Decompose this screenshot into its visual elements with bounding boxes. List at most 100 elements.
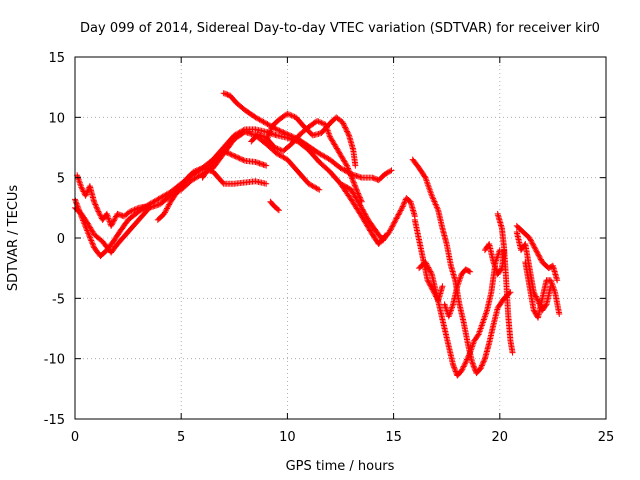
data-point [532,292,539,299]
data-point [162,208,169,215]
data-point [350,179,357,186]
data-point [448,305,455,312]
data-point [109,220,116,227]
data-point [108,222,115,229]
data-point [78,184,85,191]
data-point [79,187,86,194]
data-point [340,121,347,128]
data-point [383,170,390,177]
data-point [223,149,230,156]
data-point [482,310,489,317]
data-point [430,195,437,202]
data-point [362,212,369,219]
data-point [91,198,98,205]
data-point [76,178,83,185]
data-point [353,187,360,194]
series-arc-c [74,172,149,229]
data-point [290,113,297,120]
data-point [386,228,393,235]
data-point [449,302,456,309]
data-point [342,124,349,131]
data-point [400,200,407,207]
data-point [237,155,244,162]
data-point [90,243,97,250]
x-axis-label: GPS time / hours [286,459,395,474]
data-point [225,150,232,157]
data-point [271,144,278,151]
data-point [535,299,542,306]
data-point [466,351,473,358]
series-arc-m [411,216,446,304]
data-point [345,165,352,172]
data-point [482,311,489,318]
data-point [86,233,93,240]
data-point [283,130,290,137]
data-point [196,166,203,173]
data-point [396,210,403,217]
y-tick-label: 5 [57,172,65,187]
plot-frame [74,56,607,420]
data-point [426,267,433,274]
data-point [528,239,535,246]
data-point [465,352,472,359]
data-point [491,262,498,269]
data-point [441,301,448,308]
data-point [96,211,103,218]
y-tick-label: 0 [57,232,65,247]
data-point [450,363,457,370]
series-arc-f [267,198,282,214]
data-point [357,202,364,209]
data-point [110,218,117,225]
data-point [316,119,323,126]
data-point [424,180,431,187]
data-point [530,243,537,250]
data-point [134,205,141,212]
data-point [130,207,137,214]
data-point [474,332,481,339]
series-arc-d [154,165,270,223]
data-point [426,279,432,286]
data-point [277,128,284,135]
data-point [224,149,231,156]
data-point [131,206,138,213]
data-point [266,129,273,136]
data-point [526,235,533,241]
data-point [537,256,544,263]
data-point [533,294,540,301]
data-point [421,173,428,180]
data-point [347,171,354,178]
data-point [360,207,367,214]
data-point [531,244,538,251]
data-point [428,285,435,292]
data-point [466,268,473,275]
data-point [469,359,476,366]
data-point [534,296,541,303]
data-point [227,151,234,158]
data-point [547,283,554,290]
data-point [92,202,99,209]
y-axis-label: SDTVAR / TECUs [6,185,21,292]
data-point [275,146,282,153]
data-point [430,289,437,296]
data-point [347,172,354,179]
data-point [360,209,367,216]
data-point [388,224,395,231]
data-point [75,175,82,182]
data-point [451,364,458,371]
data-point [527,236,534,243]
data-point [344,128,351,135]
data-point [399,204,406,211]
data-point [276,127,283,134]
data-point [388,167,395,174]
data-point [352,185,359,192]
data-point [456,275,463,282]
data-point [467,268,474,275]
data-point [164,204,171,211]
data-point [263,138,270,145]
data-point [477,325,484,332]
data-point [471,364,478,371]
data-point [195,166,202,173]
data-point [128,207,135,214]
data-point [533,248,540,255]
data-point [95,208,102,215]
